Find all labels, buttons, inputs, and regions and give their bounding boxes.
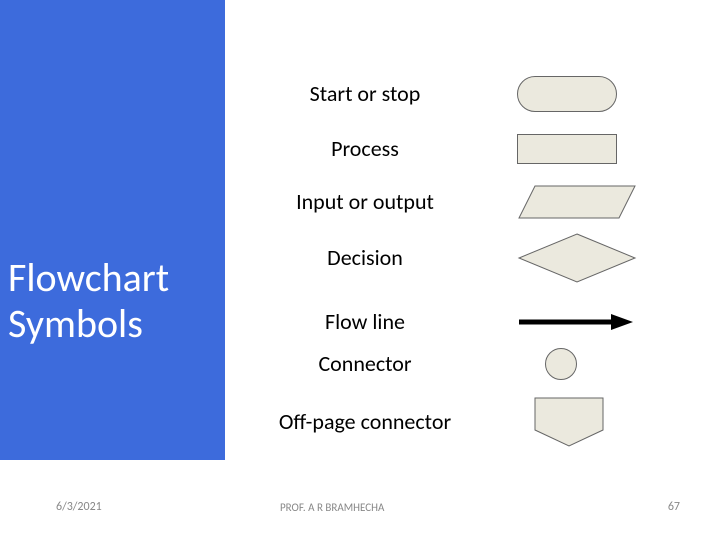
terminator-shape <box>517 76 617 112</box>
symbols-list: Start or stop Process Input or output De… <box>225 0 720 460</box>
symbol-row: Off-page connector <box>225 408 720 435</box>
diamond-shape <box>517 232 637 284</box>
symbol-label: Decision <box>225 244 505 271</box>
symbol-shape-cell <box>517 184 707 220</box>
symbol-row: Input or output <box>225 188 720 215</box>
process-shape <box>517 134 617 164</box>
symbol-shape-cell <box>517 232 707 284</box>
symbol-shape-cell <box>517 76 707 112</box>
slide-title: Flowchart Symbols <box>8 255 225 347</box>
symbol-row: Flow line <box>225 308 720 335</box>
symbol-shape-cell <box>517 312 707 332</box>
symbol-shape-cell <box>545 348 720 380</box>
symbol-label: Flow line <box>225 308 505 335</box>
parallelogram-shape <box>517 184 637 220</box>
title-panel: Flowchart Symbols <box>0 0 225 460</box>
symbol-row: Connector <box>225 350 720 377</box>
symbol-row: Decision <box>225 244 720 271</box>
symbol-row: Process <box>225 135 720 162</box>
arrow-shape <box>517 312 635 332</box>
symbol-label: Connector <box>225 350 505 377</box>
slide-footer: 6/3/2021 PROF. A R BRAMHECHA 67 <box>0 490 720 520</box>
symbol-label: Input or output <box>225 188 505 215</box>
symbol-label: Process <box>225 135 505 162</box>
symbol-row: Start or stop <box>225 80 720 107</box>
footer-page-number: 67 <box>668 500 680 514</box>
footer-author: PROF. A R BRAMHECHA <box>280 501 384 514</box>
symbol-label: Start or stop <box>225 80 505 107</box>
symbol-shape-cell <box>533 396 720 448</box>
symbol-shape-cell <box>517 134 707 164</box>
slide: Flowchart Symbols Start or stop Process … <box>0 0 720 540</box>
offpage-connector-shape <box>533 396 605 448</box>
footer-date: 6/3/2021 <box>56 500 102 514</box>
symbol-label: Off-page connector <box>225 408 505 435</box>
connector-shape <box>545 348 577 380</box>
